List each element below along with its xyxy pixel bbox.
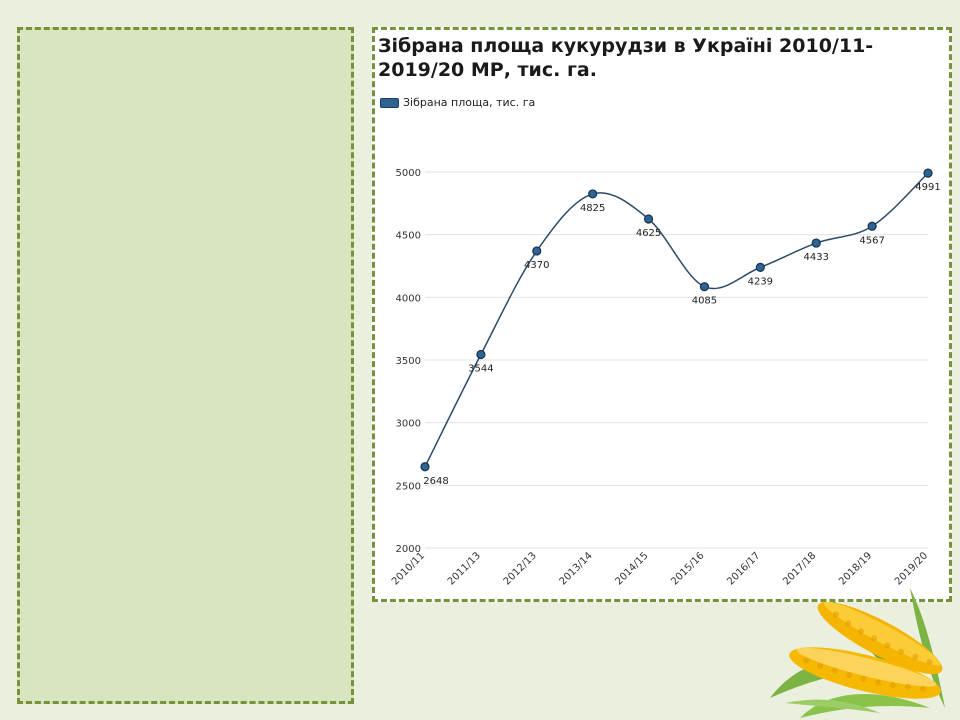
data-label: 4825	[580, 203, 605, 214]
x-tick-label: 2013/14	[558, 550, 595, 587]
data-point	[923, 168, 933, 178]
data-point	[588, 189, 598, 199]
y-tick-label: 2000	[396, 544, 421, 555]
corn-cobs-image	[770, 588, 945, 718]
y-tick-label: 3500	[396, 356, 421, 367]
y-tick-label: 3000	[396, 419, 421, 430]
x-tick-label: 2012/13	[502, 550, 539, 587]
chart-legend: Зібрана площа, тис. га	[380, 96, 535, 109]
left-text-panel	[17, 27, 354, 704]
data-label: 4567	[859, 235, 884, 246]
y-tick-label: 2500	[396, 481, 421, 492]
x-tick-label: 2016/17	[725, 550, 762, 587]
x-tick-label: 2011/13	[446, 550, 483, 587]
data-point	[476, 349, 486, 360]
x-tick-label: 2015/16	[669, 550, 706, 587]
chart-title: Зібрана площа кукурудзи в Україні 2010/1…	[378, 35, 874, 81]
chart-frame: Зібрана площа кукурудзи в Україні 2010/1…	[372, 27, 952, 602]
data-label: 4433	[803, 252, 828, 263]
data-point	[867, 221, 877, 231]
data-label: 4625	[636, 228, 661, 239]
data-point	[532, 246, 542, 256]
data-label: 3544	[468, 363, 493, 374]
data-point	[755, 262, 765, 272]
data-label: 4085	[692, 296, 717, 307]
series-line	[424, 172, 929, 468]
data-label: 4239	[748, 276, 773, 287]
data-point	[811, 238, 821, 248]
chart-plot: 2000 2500 3000 3500 4000 4500 5000 2010/11 2011/…	[390, 168, 941, 587]
y-tick-label: 4000	[396, 293, 421, 304]
legend-swatch	[380, 97, 399, 108]
data-label: 4370	[524, 260, 549, 271]
x-tick-label: 2010/11	[390, 550, 427, 587]
data-point	[643, 214, 654, 224]
legend-label: Зібрана площа, тис. га	[403, 96, 536, 109]
y-tick-label: 5000	[396, 168, 421, 179]
data-label: 2648	[423, 476, 448, 487]
data-label: 4991	[915, 182, 940, 193]
data-point	[699, 282, 710, 292]
y-tick-label: 4500	[396, 231, 421, 242]
data-point	[420, 462, 430, 472]
x-tick-label: 2014/15	[614, 550, 651, 587]
